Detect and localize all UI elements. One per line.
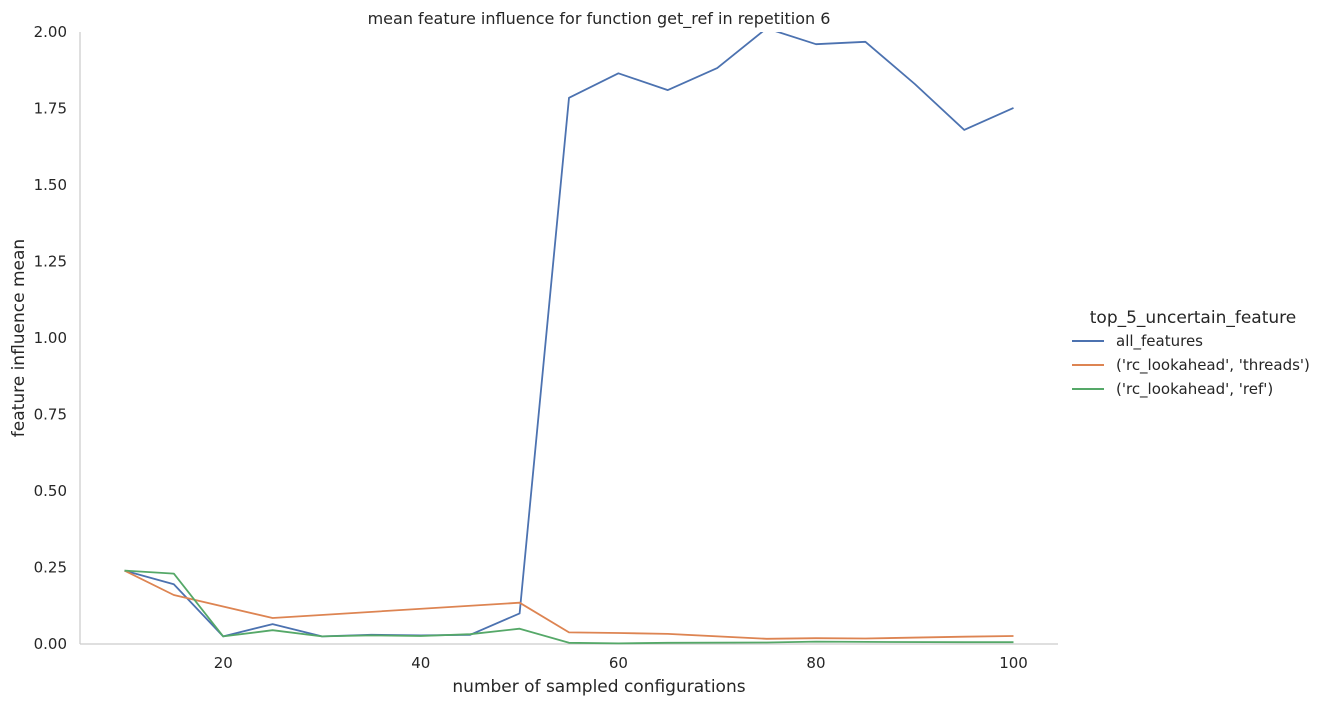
y-tick-label: 2.00 (34, 23, 67, 41)
legend-label: all_features (1116, 332, 1203, 351)
legend: top_5_uncertain_feature all_features ('rc… (1072, 308, 1310, 399)
y-tick-label: 0.25 (34, 559, 67, 577)
y-tick-label: 1.50 (34, 176, 67, 194)
x-tick-label: 40 (411, 654, 430, 672)
y-tick-label: 0.00 (34, 635, 67, 653)
legend-label: ('rc_lookahead', 'threads') (1116, 356, 1310, 375)
x-tick-label: 60 (609, 654, 628, 672)
y-tick-label: 1.25 (34, 253, 67, 271)
legend-label: ('rc_lookahead', 'ref') (1116, 380, 1273, 399)
axes: 20 40 60 80 100 0.00 0.25 0.50 0.75 1.00 1.25 1.50 1… (34, 23, 1058, 672)
y-tick-label: 0.75 (34, 406, 67, 424)
x-axis-title: number of sampled configurations (452, 677, 745, 697)
series-line (124, 32, 1014, 638)
y-tick-label: 1.75 (34, 100, 67, 118)
x-tick-label: 20 (214, 654, 233, 672)
x-tick-label: 80 (806, 654, 825, 672)
x-tick-label: 100 (999, 654, 1028, 672)
plot-area (124, 32, 1014, 645)
series-line (124, 569, 1014, 640)
series-line (124, 569, 1014, 645)
y-axis-title: feature influence mean (9, 239, 29, 437)
legend-title: top_5_uncertain_feature (1090, 308, 1296, 328)
y-tick-label: 1.00 (34, 329, 67, 347)
y-tick-label: 0.50 (34, 482, 67, 500)
chart-title: mean feature influence for function get_… (368, 9, 831, 29)
